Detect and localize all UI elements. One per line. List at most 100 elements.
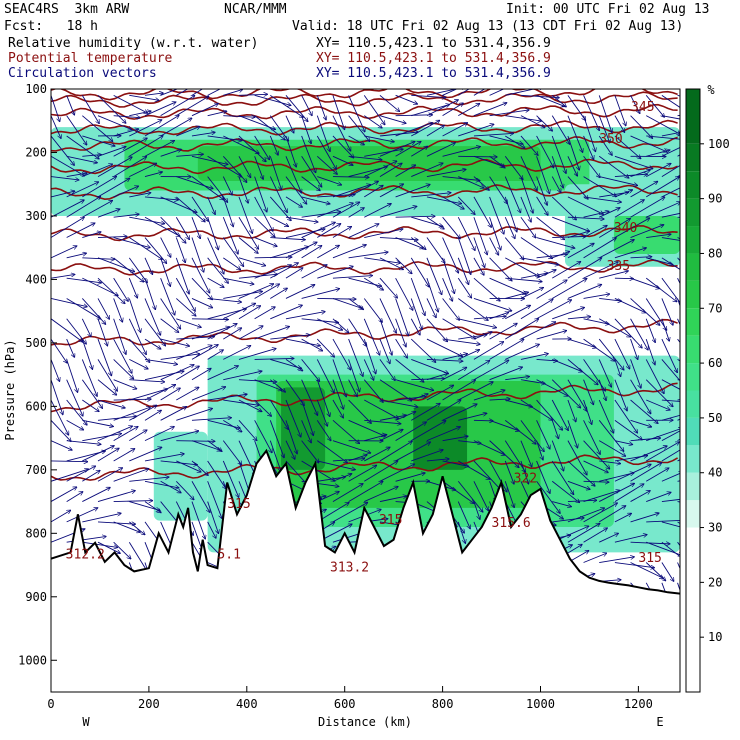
vector-408: [661, 277, 680, 304]
vector-15: [285, 95, 308, 121]
vector-412: [81, 298, 105, 324]
vector-9: [191, 89, 204, 96]
vector-32: [551, 94, 566, 107]
vector-829: [191, 501, 205, 539]
vector-579: [129, 379, 164, 382]
init-time: Init: 00 UTC Fri 02 Aug 13: [506, 2, 710, 17]
vector-781: [82, 470, 100, 482]
vector-211: [144, 196, 178, 200]
vector-978: [599, 557, 634, 563]
vector-299: [238, 237, 258, 254]
vector-380: [223, 277, 254, 284]
vector-379: [207, 277, 224, 287]
vector-312: [442, 237, 459, 273]
vector-682: [458, 413, 487, 421]
vector-398: [505, 277, 542, 281]
vector-224: [348, 181, 379, 198]
vector-3: [97, 95, 126, 123]
vector-543: [207, 350, 224, 360]
vector-706: [191, 440, 221, 451]
vector-347: [348, 252, 389, 259]
colorbar-tick-label-6: 70: [708, 301, 722, 315]
vector-617: [82, 399, 99, 412]
vector-104: [395, 123, 433, 137]
vector-179: [285, 176, 307, 205]
vector-219: [269, 196, 291, 221]
vector-898: [630, 513, 660, 523]
vector-36: [614, 95, 626, 125]
vector-559: [458, 350, 479, 360]
vector-786: [160, 480, 181, 492]
vector-560: [473, 342, 504, 360]
vector-427: [317, 298, 356, 299]
colorbar-band-11: [686, 226, 700, 254]
vector-189: [442, 176, 480, 181]
vector-651: [614, 399, 638, 433]
vector-135: [238, 156, 251, 177]
vector-124: [66, 155, 98, 163]
vector-841: [379, 496, 407, 503]
theta-extra-label-3: 315: [379, 513, 402, 528]
theta-contour-8: [51, 119, 678, 136]
terrain: [51, 448, 680, 692]
vector-43: [82, 115, 113, 142]
vector-662: [144, 410, 161, 421]
vector-174: [207, 176, 228, 203]
vector-430: [363, 298, 382, 322]
vector-78: [630, 115, 653, 139]
theta-contour-3: [51, 259, 678, 276]
vector-470: [348, 318, 367, 347]
x-tick-label-1: 200: [138, 697, 160, 711]
vector-516: [426, 338, 463, 356]
vector-519: [473, 332, 492, 340]
vector-346: [332, 245, 366, 259]
vector-632: [316, 399, 327, 426]
vector-266: [364, 204, 391, 218]
vector-452: [66, 318, 87, 344]
vector-342: [270, 247, 308, 259]
vector-564: [536, 359, 558, 361]
vector-494: [81, 338, 92, 369]
vector-557: [426, 359, 463, 361]
vector-609: [598, 379, 606, 401]
vector-734: [630, 438, 661, 442]
vector-515: [410, 338, 436, 362]
vector-549: [301, 359, 320, 381]
vector-137: [269, 156, 281, 190]
vector-354: [457, 257, 468, 285]
vector-332: [113, 257, 144, 282]
vector-284: [646, 202, 680, 218]
vector-261: [285, 216, 318, 222]
vector-589: [285, 379, 304, 406]
vector-110: [489, 135, 523, 144]
vector-82: [51, 135, 74, 165]
vector-16: [301, 95, 312, 115]
vector-185: [379, 163, 402, 177]
theta-contour-11: [51, 89, 678, 101]
vector-656: [51, 420, 71, 441]
vector-826: [144, 501, 161, 513]
vector-510: [332, 338, 351, 370]
vector-18: [332, 95, 345, 129]
vector-687: [536, 420, 550, 449]
vector-537: [113, 359, 134, 378]
vector-314: [473, 237, 485, 268]
colorbar-tick-label-1: 20: [708, 575, 722, 589]
vector-285: [661, 212, 680, 218]
x-tick-label-6: 1200: [624, 697, 653, 711]
vector-804: [442, 480, 474, 503]
vector-723: [458, 440, 481, 444]
vector-654: [661, 399, 680, 402]
vector-879: [332, 502, 368, 523]
vector-154: [536, 156, 550, 193]
vector-364: [614, 248, 646, 259]
vector-941: [661, 541, 680, 558]
vector-817: [645, 468, 669, 482]
vector-259: [254, 216, 275, 237]
vector-628: [254, 399, 272, 416]
vector-278: [552, 216, 589, 231]
vector-542: [191, 345, 218, 360]
vector-862: [66, 508, 98, 523]
vector-527: [598, 338, 624, 370]
vector-603: [505, 376, 529, 381]
